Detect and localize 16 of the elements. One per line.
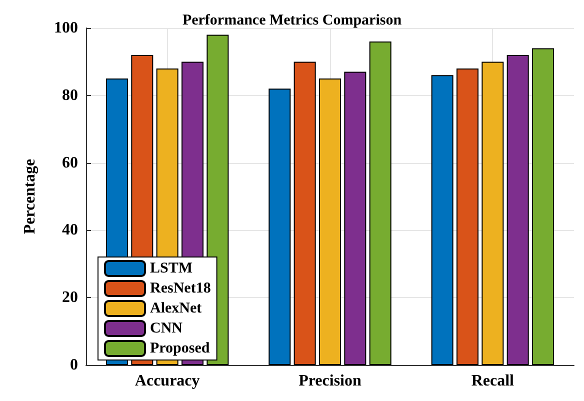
x-tick-label: Recall xyxy=(471,372,515,390)
legend-label: ResNet18 xyxy=(150,280,211,296)
y-tick-label: 0 xyxy=(70,356,78,374)
legend-label: CNN xyxy=(150,320,183,336)
legend-label: LSTM xyxy=(150,260,193,276)
x-tick-label: Precision xyxy=(298,372,362,390)
y-tick-label: 60 xyxy=(62,154,78,172)
x-tick-label: Accuracy xyxy=(134,372,200,390)
y-tick-label: 40 xyxy=(62,222,78,239)
y-tick-label: 80 xyxy=(62,86,78,104)
y-tick-label: 20 xyxy=(62,289,78,306)
legend-label: AlexNet xyxy=(150,300,202,316)
y-tick-label: 100 xyxy=(54,20,78,36)
chart-title: Performance Metrics Comparison xyxy=(182,12,402,28)
legend-label: Proposed xyxy=(150,340,210,356)
y-axis-title: Percentage xyxy=(22,158,38,234)
